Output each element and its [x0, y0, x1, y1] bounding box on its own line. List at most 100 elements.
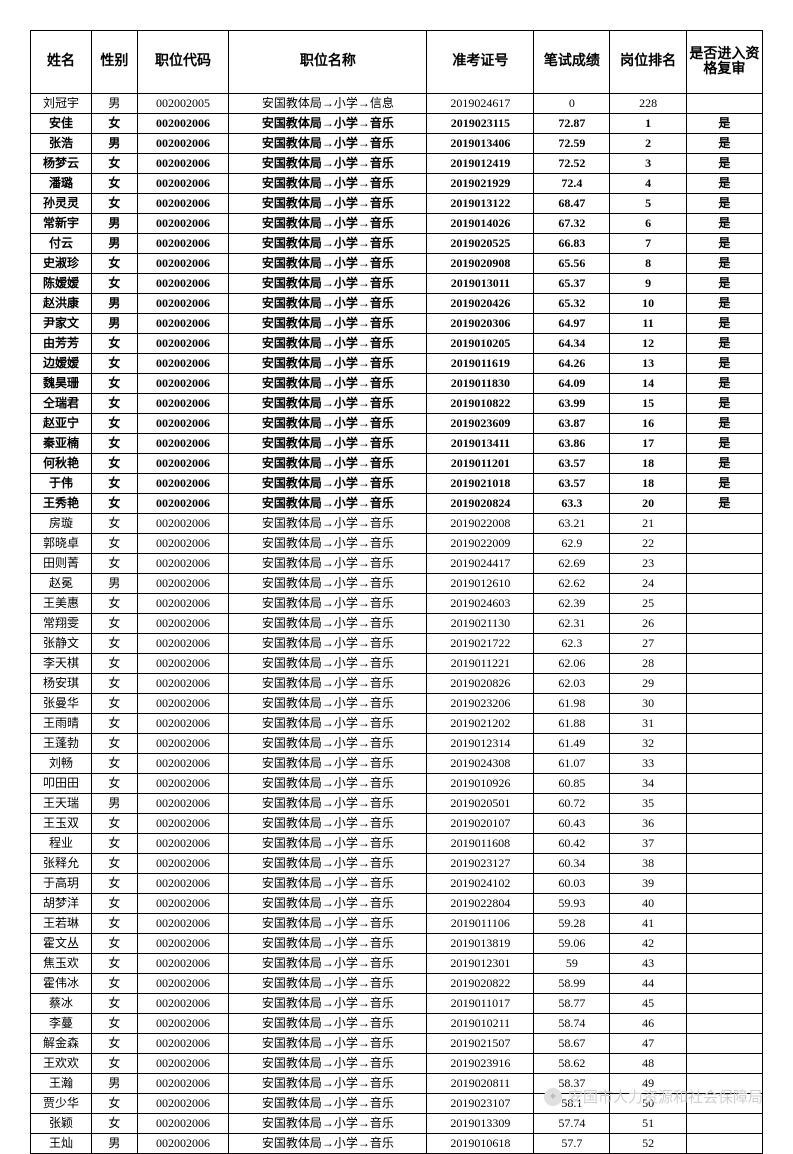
cell-pass	[686, 694, 762, 714]
cell-code: 002002006	[137, 654, 229, 674]
cell-score: 67.32	[534, 214, 610, 234]
table-row: 房璇女002002006安国教体局→小学→音乐201902200863.2121	[31, 514, 763, 534]
cell-name: 王欢欢	[31, 1054, 92, 1074]
cell-code: 002002006	[137, 474, 229, 494]
cell-score: 65.37	[534, 274, 610, 294]
cell-name: 常翔雯	[31, 614, 92, 634]
cell-exam-no: 2019021722	[427, 634, 534, 654]
table-row: 胡梦洋女002002006安国教体局→小学→音乐201902280459.934…	[31, 894, 763, 914]
cell-pass	[686, 974, 762, 994]
cell-code: 002002006	[137, 554, 229, 574]
cell-position: 安国教体局→小学→音乐	[229, 1114, 427, 1134]
cell-code: 002002006	[137, 894, 229, 914]
cell-position: 安国教体局→小学→音乐	[229, 414, 427, 434]
cell-name: 杨安琪	[31, 674, 92, 694]
cell-score: 61.88	[534, 714, 610, 734]
cell-exam-no: 2019012301	[427, 954, 534, 974]
cell-position: 安国教体局→小学→音乐	[229, 654, 427, 674]
table-row: 霍伟冰女002002006安国教体局→小学→音乐201902082258.994…	[31, 974, 763, 994]
cell-pass	[686, 574, 762, 594]
cell-gender: 女	[91, 334, 137, 354]
table-row: 尹家文男002002006安国教体局→小学→音乐201902030664.971…	[31, 314, 763, 334]
cell-pass	[686, 934, 762, 954]
table-row: 蔡冰女002002006安国教体局→小学→音乐201901101758.7745	[31, 994, 763, 1014]
cell-position: 安国教体局→小学→音乐	[229, 954, 427, 974]
cell-rank: 1	[610, 114, 686, 134]
cell-exam-no: 2019012314	[427, 734, 534, 754]
cell-score: 72.59	[534, 134, 610, 154]
cell-score: 58.99	[534, 974, 610, 994]
cell-name: 王天瑞	[31, 794, 92, 814]
cell-name: 田则菁	[31, 554, 92, 574]
cell-code: 002002006	[137, 934, 229, 954]
cell-position: 安国教体局→小学→音乐	[229, 854, 427, 874]
cell-exam-no: 2019013011	[427, 274, 534, 294]
cell-code: 002002006	[137, 594, 229, 614]
cell-position: 安国教体局→小学→音乐	[229, 454, 427, 474]
cell-rank: 10	[610, 294, 686, 314]
table-row: 常新宇男002002006安国教体局→小学→音乐201901402667.326…	[31, 214, 763, 234]
cell-exam-no: 2019013309	[427, 1114, 534, 1134]
cell-gender: 女	[91, 394, 137, 414]
cell-pass: 是	[686, 214, 762, 234]
table-row: 张静文女002002006安国教体局→小学→音乐201902172262.327	[31, 634, 763, 654]
cell-exam-no: 2019011619	[427, 354, 534, 374]
table-row: 赵洪康男002002006安国教体局→小学→音乐201902042665.321…	[31, 294, 763, 314]
cell-exam-no: 2019022008	[427, 514, 534, 534]
cell-gender: 女	[91, 254, 137, 274]
cell-gender: 女	[91, 594, 137, 614]
cell-rank: 9	[610, 274, 686, 294]
cell-gender: 女	[91, 894, 137, 914]
cell-pass	[686, 874, 762, 894]
cell-name: 尹家文	[31, 314, 92, 334]
cell-name: 王瀚	[31, 1074, 92, 1094]
cell-exam-no: 2019014026	[427, 214, 534, 234]
cell-gender: 女	[91, 974, 137, 994]
cell-score: 57.74	[534, 1114, 610, 1134]
table-row: 赵冕男002002006安国教体局→小学→音乐201901261062.6224	[31, 574, 763, 594]
cell-exam-no: 2019010822	[427, 394, 534, 414]
cell-name: 赵洪康	[31, 294, 92, 314]
cell-score: 59	[534, 954, 610, 974]
cell-name: 何秋艳	[31, 454, 92, 474]
cell-exam-no: 2019013819	[427, 934, 534, 954]
cell-position: 安国教体局→小学→音乐	[229, 354, 427, 374]
cell-pass	[686, 854, 762, 874]
cell-name: 蔡冰	[31, 994, 92, 1014]
cell-name: 房璇	[31, 514, 92, 534]
header-gender: 性别	[91, 31, 137, 94]
cell-code: 002002006	[137, 534, 229, 554]
cell-score: 63.3	[534, 494, 610, 514]
cell-code: 002002006	[137, 494, 229, 514]
cell-position: 安国教体局→小学→音乐	[229, 1074, 427, 1094]
cell-code: 002002006	[137, 414, 229, 434]
cell-code: 002002006	[137, 374, 229, 394]
header-pass: 是否进入资格复审	[686, 31, 762, 94]
table-row: 史淑珍女002002006安国教体局→小学→音乐201902090865.568…	[31, 254, 763, 274]
table-row: 李天棋女002002006安国教体局→小学→音乐201901122162.062…	[31, 654, 763, 674]
cell-score: 62.62	[534, 574, 610, 594]
cell-gender: 男	[91, 574, 137, 594]
cell-score: 61.98	[534, 694, 610, 714]
cell-score: 59.93	[534, 894, 610, 914]
table-row: 魏昊珊女002002006安国教体局→小学→音乐201901183064.091…	[31, 374, 763, 394]
cell-code: 002002006	[137, 714, 229, 734]
cell-exam-no: 2019013406	[427, 134, 534, 154]
cell-rank: 42	[610, 934, 686, 954]
cell-position: 安国教体局→小学→音乐	[229, 814, 427, 834]
cell-rank: 48	[610, 1054, 686, 1074]
cell-rank: 12	[610, 334, 686, 354]
cell-pass	[686, 954, 762, 974]
cell-code: 002002006	[137, 574, 229, 594]
table-row: 张浩男002002006安国教体局→小学→音乐201901340672.592是	[31, 134, 763, 154]
cell-position: 安国教体局→小学→音乐	[229, 194, 427, 214]
cell-gender: 女	[91, 474, 137, 494]
cell-pass: 是	[686, 274, 762, 294]
cell-gender: 男	[91, 794, 137, 814]
cell-rank: 30	[610, 694, 686, 714]
cell-code: 002002006	[137, 774, 229, 794]
table-row: 焦玉欢女002002006安国教体局→小学→音乐20190123015943	[31, 954, 763, 974]
cell-exam-no: 2019021507	[427, 1034, 534, 1054]
watermark: ✦ 安国市人力资源和社会保障局	[544, 1086, 763, 1107]
cell-gender: 女	[91, 954, 137, 974]
